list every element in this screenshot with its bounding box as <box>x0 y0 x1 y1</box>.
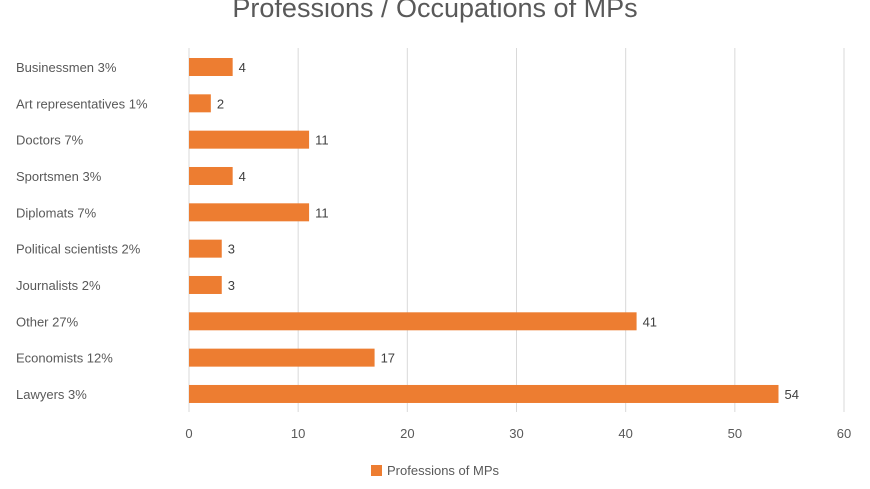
data-label: 41 <box>643 314 657 329</box>
category-label: Lawyers 3% <box>16 387 87 402</box>
bar <box>189 348 375 367</box>
bar <box>189 58 233 76</box>
category-label: Economists 12% <box>16 351 113 366</box>
data-label: 3 <box>228 278 235 293</box>
category-label: Businessmen 3% <box>16 60 117 75</box>
bar <box>189 312 637 331</box>
x-axis-tick-labels: 0 10 20 30 40 50 60 <box>185 426 851 441</box>
category-label: Other 27% <box>16 314 79 329</box>
category-label: Political scientists 2% <box>16 242 141 257</box>
x-tick-label: 0 <box>185 426 192 441</box>
bars <box>189 58 779 403</box>
category-label: Diplomats 7% <box>16 205 97 220</box>
legend-swatch <box>371 465 382 476</box>
data-label: 4 <box>239 169 246 184</box>
category-label: Sportsmen 3% <box>16 169 102 184</box>
data-label: 54 <box>785 387 799 402</box>
category-labels: Businessmen 3% Art representatives 1% Doct… <box>16 60 148 402</box>
data-labels: 4 2 11 4 11 3 3 41 17 54 <box>217 60 799 402</box>
category-label: Doctors 7% <box>16 133 84 148</box>
data-label: 3 <box>228 242 235 257</box>
bar <box>189 166 233 185</box>
bar <box>189 130 310 149</box>
bar <box>189 384 779 403</box>
x-tick-label: 30 <box>509 426 523 441</box>
x-tick-label: 50 <box>728 426 742 441</box>
x-tick-label: 10 <box>291 426 305 441</box>
bar <box>189 203 310 222</box>
data-label: 11 <box>315 205 329 220</box>
bar <box>189 275 222 294</box>
category-label: Art representatives 1% <box>16 96 148 111</box>
x-tick-label: 60 <box>837 426 851 441</box>
data-label: 17 <box>381 351 395 366</box>
x-tick-label: 20 <box>400 426 414 441</box>
bar <box>189 239 222 258</box>
data-label: 2 <box>217 96 224 111</box>
chart-title: Professions / Occupations of MPs <box>232 0 638 23</box>
legend: Professions of MPs <box>0 463 870 478</box>
data-label: 4 <box>239 60 246 75</box>
bar <box>189 94 211 113</box>
data-label: 11 <box>315 133 329 148</box>
x-tick-label: 40 <box>618 426 632 441</box>
legend-label: Professions of MPs <box>387 463 499 478</box>
category-label: Journalists 2% <box>16 278 101 293</box>
